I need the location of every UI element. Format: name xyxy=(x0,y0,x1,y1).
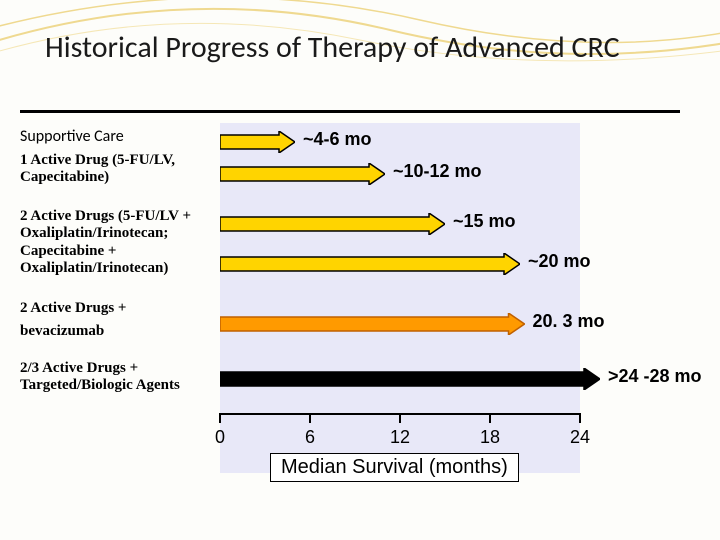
x-tick xyxy=(219,413,221,423)
content-area: Supportive Care 1 Active Drug (5-FU/LV, C… xyxy=(20,128,700,520)
survival-arrow-bar xyxy=(220,368,600,390)
x-axis-title: Median Survival (months) xyxy=(270,453,519,482)
row-label: 2/3 Active Drugs + Targeted/Biologic Age… xyxy=(20,360,215,395)
row-label: 1 Active Drug (5-FU/LV, Capecitabine) xyxy=(20,152,215,187)
survival-arrow-bar xyxy=(220,163,385,185)
x-tick xyxy=(489,413,491,423)
value-label: ~20 mo xyxy=(528,251,591,272)
x-tick-label: 24 xyxy=(570,427,590,448)
row-label: 2 Active Drugs (5-FU/LV + Oxaliplatin/Ir… xyxy=(20,208,215,277)
row-label: Supportive Care xyxy=(20,128,215,146)
x-tick xyxy=(399,413,401,423)
value-label: ~10-12 mo xyxy=(393,161,482,182)
value-label: >24 -28 mo xyxy=(608,366,702,387)
x-tick-label: 12 xyxy=(390,427,410,448)
x-tick xyxy=(579,413,581,423)
x-tick-label: 18 xyxy=(480,427,500,448)
x-tick-label: 0 xyxy=(215,427,225,448)
row-label: 2 Active Drugs + xyxy=(20,300,215,317)
survival-arrow-bar xyxy=(220,213,445,235)
value-label: ~4-6 mo xyxy=(303,129,372,150)
x-tick-label: 6 xyxy=(305,427,315,448)
survival-chart: ~4-6 mo~10-12 mo~15 mo~20 mo20. 3 mo>24 … xyxy=(220,123,580,473)
value-label: ~15 mo xyxy=(453,211,516,232)
survival-arrow-bar xyxy=(220,131,295,153)
survival-arrow-bar xyxy=(220,253,520,275)
survival-arrow-bar xyxy=(220,313,525,335)
page-title: Historical Progress of Therapy of Advanc… xyxy=(45,30,690,66)
title-underline xyxy=(20,110,680,113)
row-label: bevacizumab xyxy=(20,323,215,340)
value-label: 20. 3 mo xyxy=(533,311,605,332)
x-tick xyxy=(309,413,311,423)
